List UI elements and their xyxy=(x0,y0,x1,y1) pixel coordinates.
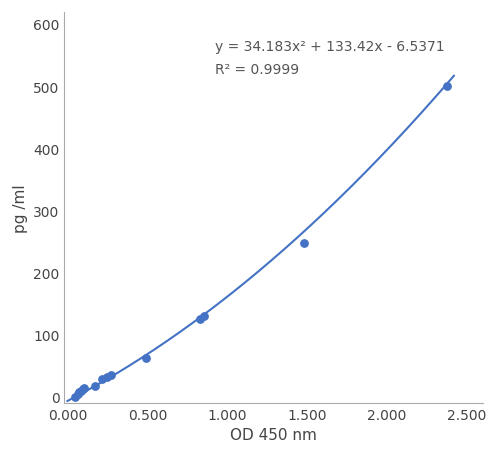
Point xyxy=(74,390,82,398)
Point xyxy=(142,355,150,362)
Point xyxy=(76,389,84,396)
Text: y = 34.183x² + 133.42x - 6.5371
R² = 0.9999: y = 34.183x² + 133.42x - 6.5371 R² = 0.9… xyxy=(215,40,444,76)
Point xyxy=(92,382,100,389)
Point xyxy=(80,384,88,392)
Point xyxy=(200,313,208,320)
Point xyxy=(444,83,452,91)
Point xyxy=(98,376,106,383)
Point xyxy=(102,374,110,381)
Y-axis label: pg /ml: pg /ml xyxy=(12,183,28,232)
Point xyxy=(71,394,79,401)
Point xyxy=(77,387,85,394)
Point xyxy=(78,386,86,393)
Point xyxy=(108,372,116,379)
Point xyxy=(196,316,204,323)
X-axis label: OD 450 nm: OD 450 nm xyxy=(230,428,317,443)
Point xyxy=(300,239,308,247)
